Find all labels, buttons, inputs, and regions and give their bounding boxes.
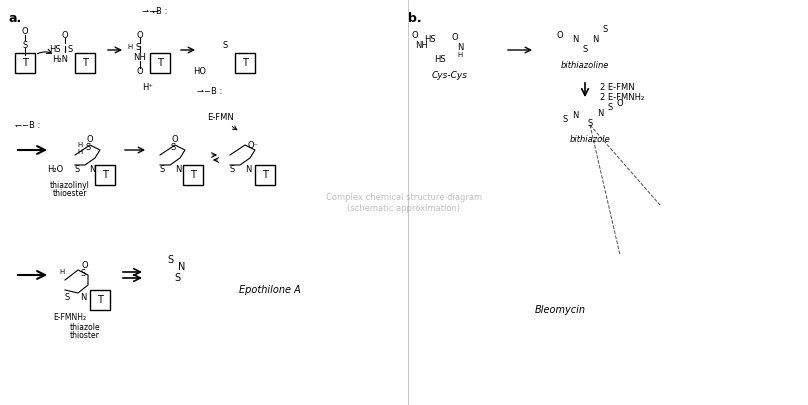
Text: HS: HS bbox=[434, 55, 446, 64]
Text: thioester: thioester bbox=[53, 190, 87, 198]
Text: O: O bbox=[61, 30, 69, 40]
FancyBboxPatch shape bbox=[15, 53, 35, 73]
Text: H₂O: H₂O bbox=[47, 166, 63, 175]
Text: ↽: ↽ bbox=[152, 8, 158, 17]
Text: S: S bbox=[603, 26, 608, 34]
Text: Cys-Cys: Cys-Cys bbox=[432, 70, 468, 79]
Text: O: O bbox=[22, 28, 28, 36]
Text: T: T bbox=[82, 58, 88, 68]
Text: Bleomycin: Bleomycin bbox=[535, 305, 586, 315]
Text: H⁺: H⁺ bbox=[142, 83, 154, 92]
Text: S: S bbox=[587, 119, 592, 128]
Text: N: N bbox=[457, 43, 463, 53]
Text: O: O bbox=[171, 136, 179, 145]
Text: S: S bbox=[136, 43, 141, 53]
Text: S: S bbox=[23, 40, 27, 49]
Text: T: T bbox=[242, 58, 248, 68]
Text: O: O bbox=[82, 260, 88, 269]
FancyBboxPatch shape bbox=[183, 165, 203, 185]
Text: O: O bbox=[412, 30, 419, 40]
Text: E-FMN: E-FMN bbox=[207, 113, 234, 122]
Text: ⇀−B :: ⇀−B : bbox=[142, 8, 167, 17]
Text: H₂N: H₂N bbox=[52, 55, 68, 64]
Text: H: H bbox=[128, 44, 133, 50]
Text: ↽−B :: ↽−B : bbox=[15, 121, 40, 130]
Text: T: T bbox=[102, 170, 108, 180]
Text: T: T bbox=[190, 170, 196, 180]
Text: S: S bbox=[174, 273, 180, 283]
Text: NH: NH bbox=[415, 40, 428, 49]
Text: S: S bbox=[86, 143, 90, 153]
Text: O: O bbox=[452, 32, 458, 41]
Text: S: S bbox=[583, 45, 587, 55]
FancyBboxPatch shape bbox=[75, 53, 95, 73]
Text: S: S bbox=[159, 166, 165, 175]
Text: a.: a. bbox=[8, 12, 21, 25]
Text: S: S bbox=[608, 102, 612, 111]
Text: 2 E-FMN: 2 E-FMN bbox=[600, 83, 634, 92]
Text: N: N bbox=[179, 262, 186, 272]
Text: S: S bbox=[67, 45, 73, 55]
Text: N: N bbox=[245, 166, 251, 175]
Text: b.: b. bbox=[408, 12, 422, 25]
Text: O: O bbox=[617, 98, 623, 107]
Text: N: N bbox=[597, 109, 604, 117]
Text: S: S bbox=[229, 166, 234, 175]
Text: S: S bbox=[222, 40, 228, 49]
Text: bithiazole: bithiazole bbox=[570, 136, 610, 145]
FancyBboxPatch shape bbox=[90, 290, 110, 310]
Text: S: S bbox=[170, 143, 175, 153]
Text: 2 E-FMNH₂: 2 E-FMNH₂ bbox=[600, 92, 644, 102]
Text: T: T bbox=[157, 58, 163, 68]
Text: NH: NH bbox=[133, 53, 146, 62]
Text: S: S bbox=[74, 166, 80, 175]
Text: S: S bbox=[562, 115, 568, 124]
Text: T: T bbox=[262, 170, 268, 180]
Text: HO: HO bbox=[193, 68, 207, 77]
Text: N: N bbox=[80, 292, 86, 301]
Text: thiazole: thiazole bbox=[70, 322, 101, 332]
Text: N: N bbox=[175, 166, 181, 175]
Text: H: H bbox=[59, 269, 65, 275]
Text: N: N bbox=[572, 36, 579, 45]
Text: E-FMNH₂: E-FMNH₂ bbox=[53, 313, 86, 322]
Text: Complex chemical structure diagram
(schematic approximation): Complex chemical structure diagram (sche… bbox=[326, 193, 482, 213]
Text: N: N bbox=[591, 36, 598, 45]
Text: bithiazoline: bithiazoline bbox=[561, 60, 609, 70]
Text: O: O bbox=[557, 30, 563, 40]
FancyBboxPatch shape bbox=[235, 53, 255, 73]
Text: N: N bbox=[89, 166, 95, 175]
Text: ⇀−B :: ⇀−B : bbox=[197, 87, 223, 96]
Text: Epothilone A: Epothilone A bbox=[239, 285, 301, 295]
Text: O: O bbox=[137, 68, 143, 77]
Text: HS: HS bbox=[424, 36, 436, 45]
FancyBboxPatch shape bbox=[95, 165, 115, 185]
Text: N: N bbox=[572, 111, 579, 119]
Text: O: O bbox=[86, 136, 93, 145]
Text: H: H bbox=[78, 142, 82, 148]
Text: O: O bbox=[137, 30, 143, 40]
Text: T: T bbox=[97, 295, 103, 305]
Text: T: T bbox=[22, 58, 28, 68]
Text: H: H bbox=[457, 52, 463, 58]
Text: O⁻: O⁻ bbox=[247, 141, 259, 149]
FancyBboxPatch shape bbox=[255, 165, 275, 185]
Text: S: S bbox=[65, 292, 69, 301]
Text: HS: HS bbox=[49, 45, 61, 55]
Text: H: H bbox=[78, 149, 82, 155]
Text: S: S bbox=[167, 255, 173, 265]
FancyBboxPatch shape bbox=[150, 53, 170, 73]
Text: thioster: thioster bbox=[70, 332, 100, 341]
Text: S: S bbox=[80, 269, 86, 277]
Text: thiazolinyl: thiazolinyl bbox=[50, 181, 90, 190]
